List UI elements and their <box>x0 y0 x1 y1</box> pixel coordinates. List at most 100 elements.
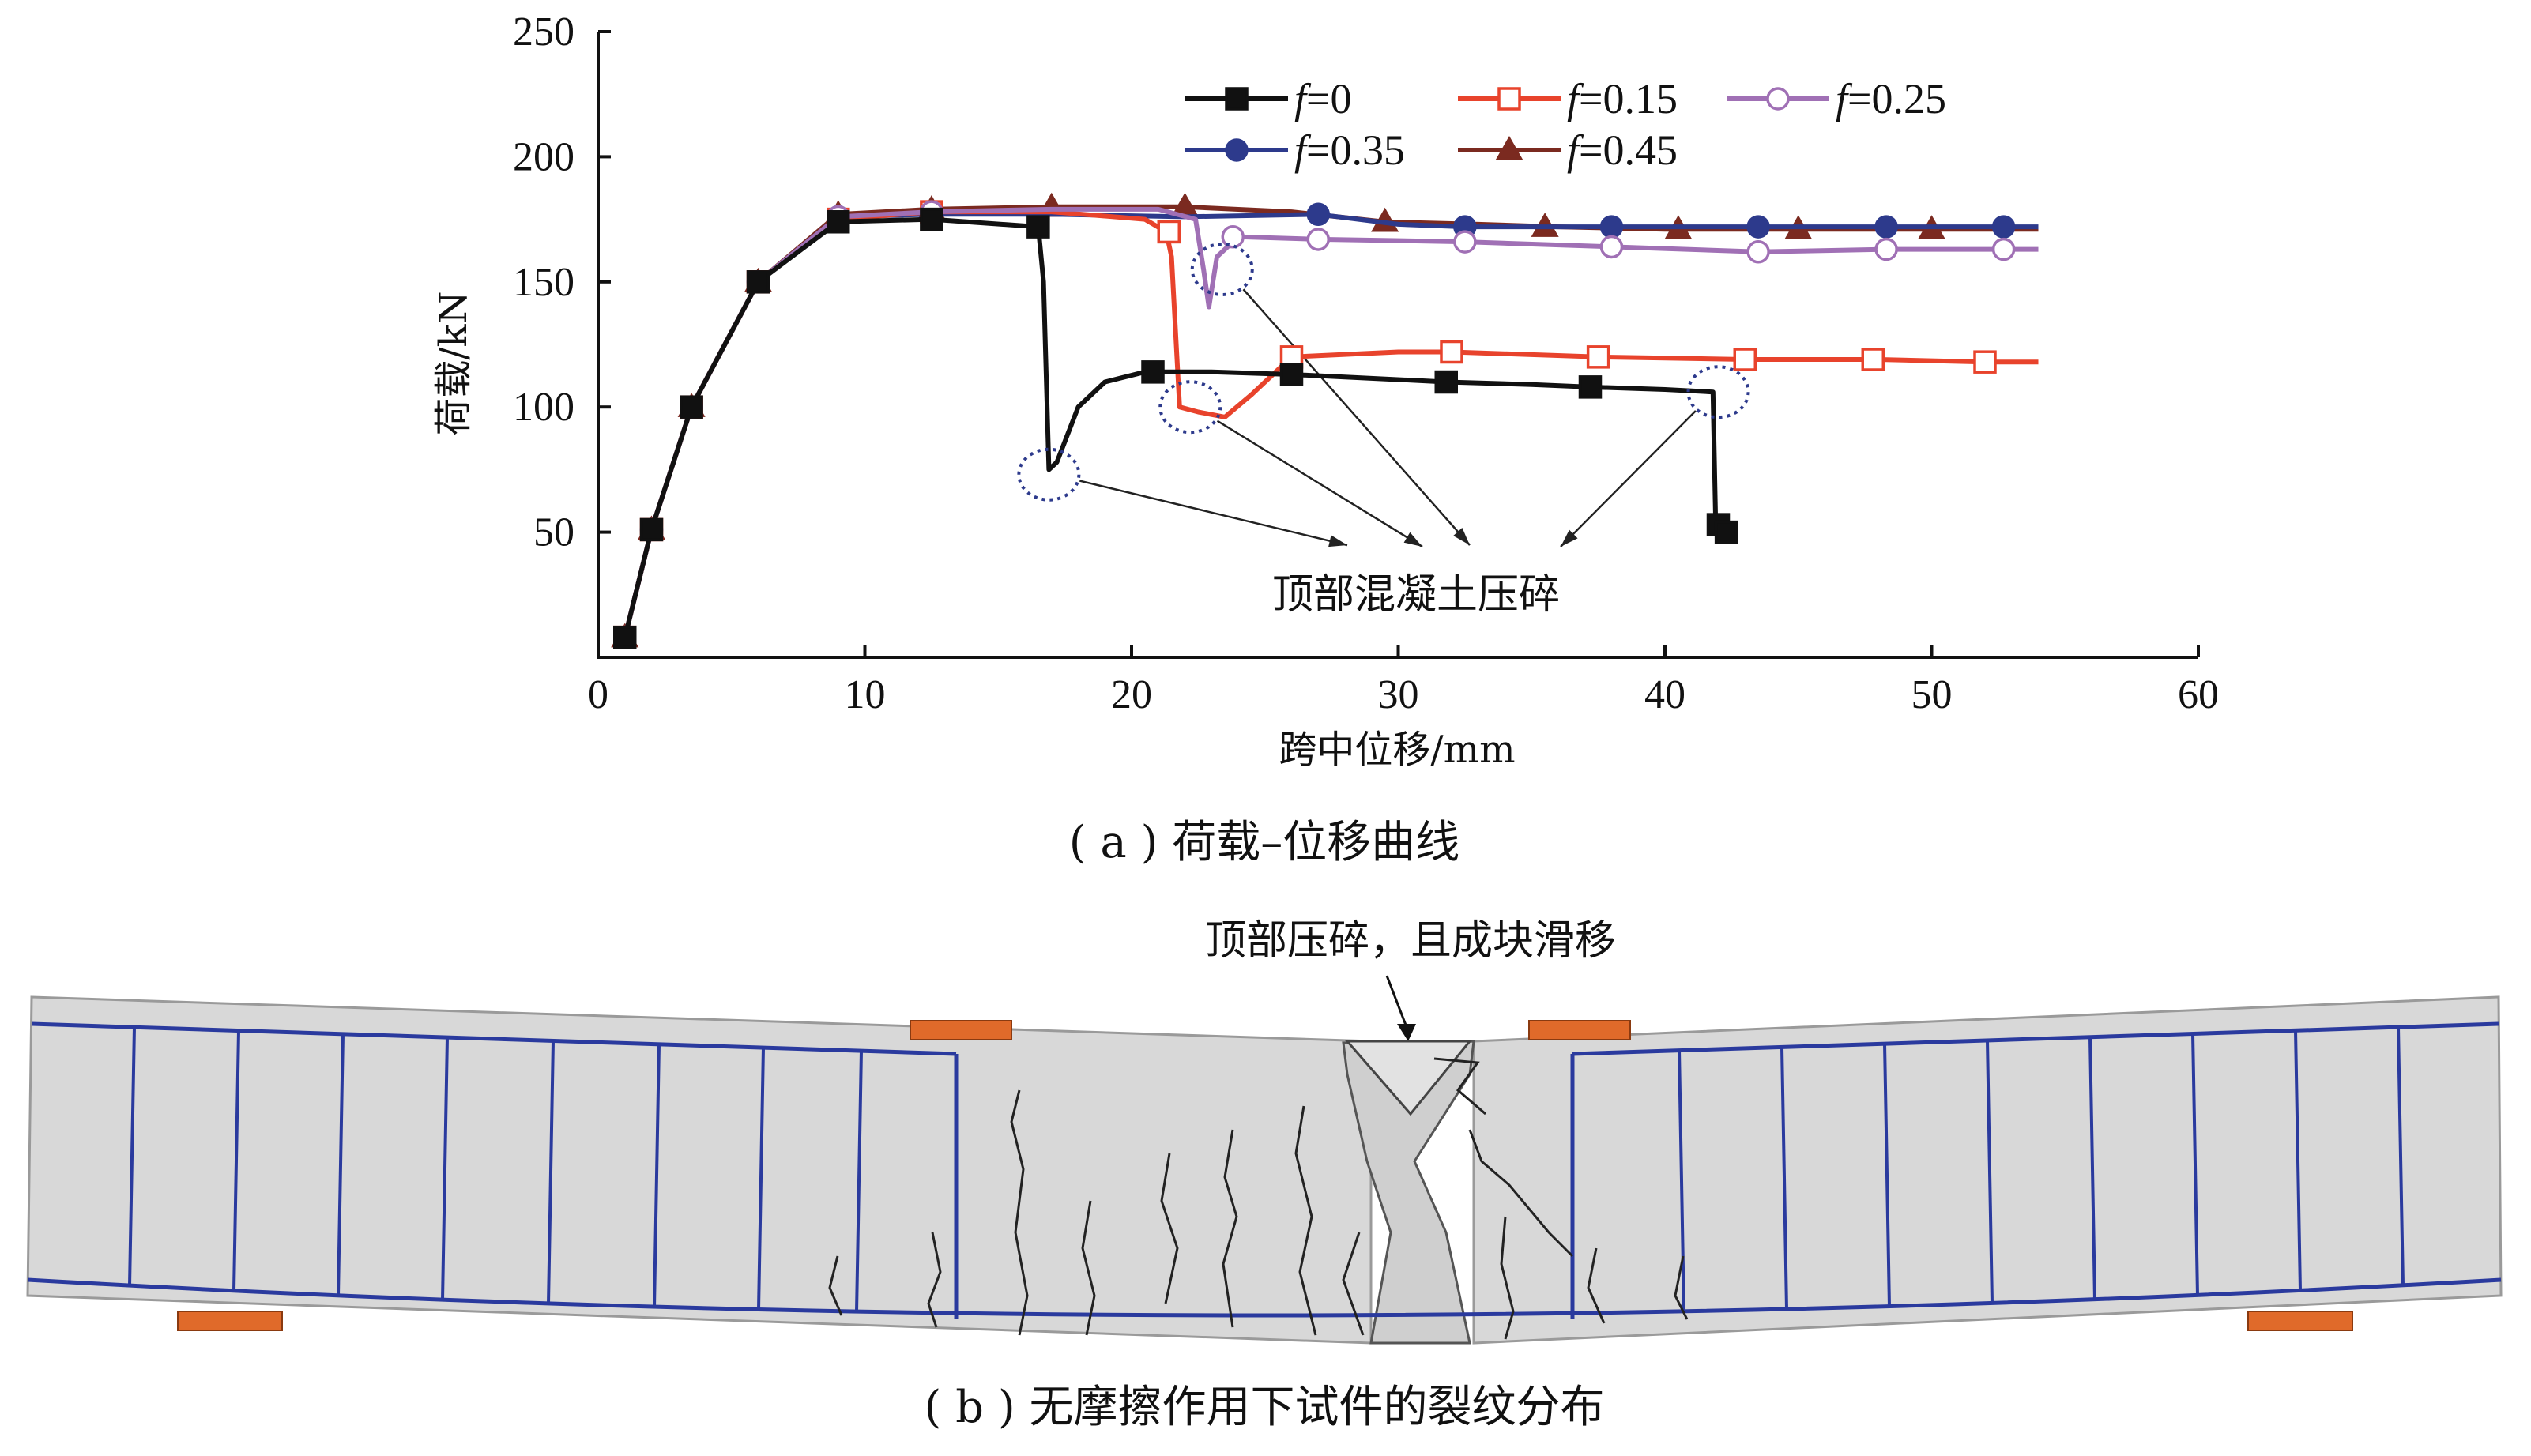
stirrup <box>2294 1030 2302 1291</box>
stirrup <box>1780 1047 1788 1310</box>
legend-label: f=0 <box>1294 75 1351 122</box>
load-plate-left <box>910 1020 1012 1040</box>
legend-marker <box>1497 87 1521 111</box>
series-line <box>622 216 1728 638</box>
stirrup <box>337 1033 345 1296</box>
reinforcement <box>27 1021 2502 1319</box>
data-point <box>1026 215 1050 239</box>
legend-entry: f=0 <box>1185 75 1351 122</box>
legend-label: f=0.25 <box>1836 75 1946 122</box>
crush-point-circle <box>1017 447 1081 502</box>
series-f=0 <box>613 207 1738 649</box>
data-point <box>1434 370 1458 394</box>
data-point <box>1306 202 1330 227</box>
legend-marker <box>1495 136 1523 160</box>
support-plate-right <box>2247 1311 2353 1331</box>
beam-annotation-arrow <box>1385 975 1408 1028</box>
series-layer <box>611 192 2039 649</box>
load-plate-right <box>1528 1020 1631 1040</box>
data-point <box>639 517 664 542</box>
annotation-circles <box>1017 242 1750 502</box>
stirrup <box>128 1027 136 1286</box>
data-point <box>1874 215 1898 239</box>
stirrup <box>1883 1044 1891 1307</box>
data-point <box>1306 228 1330 251</box>
y-tick-label: 100 <box>513 385 574 430</box>
beam-annotation-arrowhead <box>1397 1024 1416 1041</box>
legend-marker <box>1225 87 1249 111</box>
annotation-arrow-line <box>1216 419 1423 548</box>
data-point <box>1578 375 1603 399</box>
x-tick-label: 50 <box>1911 672 1953 717</box>
stirrup <box>547 1040 555 1304</box>
caption-b: ( b ) 无摩擦作用下试件的裂纹分布 <box>925 1382 1605 1433</box>
y-axis-title: 荷载/kN <box>431 291 476 435</box>
data-point <box>1746 215 1770 239</box>
data-point <box>1874 237 1898 261</box>
legend-label: f=0.15 <box>1567 75 1678 122</box>
data-point <box>746 270 770 294</box>
caption-a: ( a ) 荷载–位移曲线 <box>1069 817 1459 868</box>
legend: f=0 f=0.15 f=0.25 f=0.35 f=0.45 <box>1185 75 1946 174</box>
bottom-rebar <box>27 1277 2502 1318</box>
data-point <box>1991 237 2016 261</box>
data-point <box>1973 350 1997 374</box>
annotation-arrow-line <box>1079 480 1348 547</box>
crack <box>1160 1153 1179 1304</box>
crack <box>1468 1129 1574 1258</box>
legend-entry: f=0.15 <box>1458 75 1678 122</box>
data-point <box>1279 363 1304 386</box>
stirrup <box>2397 1027 2405 1286</box>
stirrup <box>855 1051 863 1312</box>
data-point <box>1157 220 1181 244</box>
x-tick-label: 60 <box>2178 672 2219 717</box>
legend-marker <box>1766 87 1790 111</box>
data-point <box>1221 225 1245 249</box>
x-tick-group: 0 10 20 30 40 50 60 <box>588 645 2219 717</box>
data-point <box>1599 215 1624 239</box>
legend-entry: f=0.25 <box>1727 75 1946 122</box>
y-tick-label: 200 <box>513 134 574 179</box>
crack <box>1342 1232 1365 1336</box>
y-tick-group: 50 100 150 200 250 <box>513 9 611 555</box>
data-point <box>920 207 943 231</box>
annotation-arrowhead <box>1561 529 1578 547</box>
crack <box>927 1232 942 1328</box>
stirrups <box>128 1027 2405 1312</box>
data-point <box>1453 230 1477 254</box>
support-plate-left <box>177 1311 283 1331</box>
legend-label: f=0.45 <box>1567 126 1678 174</box>
annotation-arrowhead <box>1403 532 1422 547</box>
stirrup <box>1678 1050 1685 1311</box>
top-rebar-left <box>31 1021 957 1056</box>
data-point <box>827 210 850 234</box>
legend-label: f=0.35 <box>1294 126 1405 174</box>
stirrup <box>1986 1040 1994 1304</box>
crack <box>1500 1216 1515 1340</box>
data-point <box>1714 520 1738 544</box>
crack <box>1081 1200 1096 1336</box>
data-point <box>1861 348 1885 371</box>
beam-right-half <box>1472 995 2503 1345</box>
crack <box>828 1255 843 1316</box>
y-tick-label: 50 <box>533 510 574 555</box>
crack <box>1587 1247 1606 1324</box>
annotation-arrowhead <box>1453 528 1470 545</box>
stirrup <box>653 1044 661 1307</box>
stirrup <box>2088 1037 2096 1300</box>
stirrup <box>441 1037 449 1300</box>
data-point <box>613 625 637 649</box>
annotation-arrow-line <box>1560 410 1697 547</box>
legend-entry: f=0.45 <box>1458 126 1678 174</box>
crack <box>1222 1129 1238 1328</box>
annotation-arrows <box>1079 288 1697 548</box>
stirrup <box>757 1048 765 1310</box>
crack <box>1294 1105 1317 1336</box>
x-tick-label: 0 <box>588 672 608 717</box>
load-displacement-chart: 50 100 150 200 250 0 10 20 30 40 50 60 荷载/kN 跨中位移/… <box>431 9 2219 772</box>
crushed-block <box>1342 1040 1475 1345</box>
crush-point-circle <box>1190 242 1254 296</box>
x-tick-label: 30 <box>1378 672 1419 717</box>
data-point <box>1586 345 1610 369</box>
